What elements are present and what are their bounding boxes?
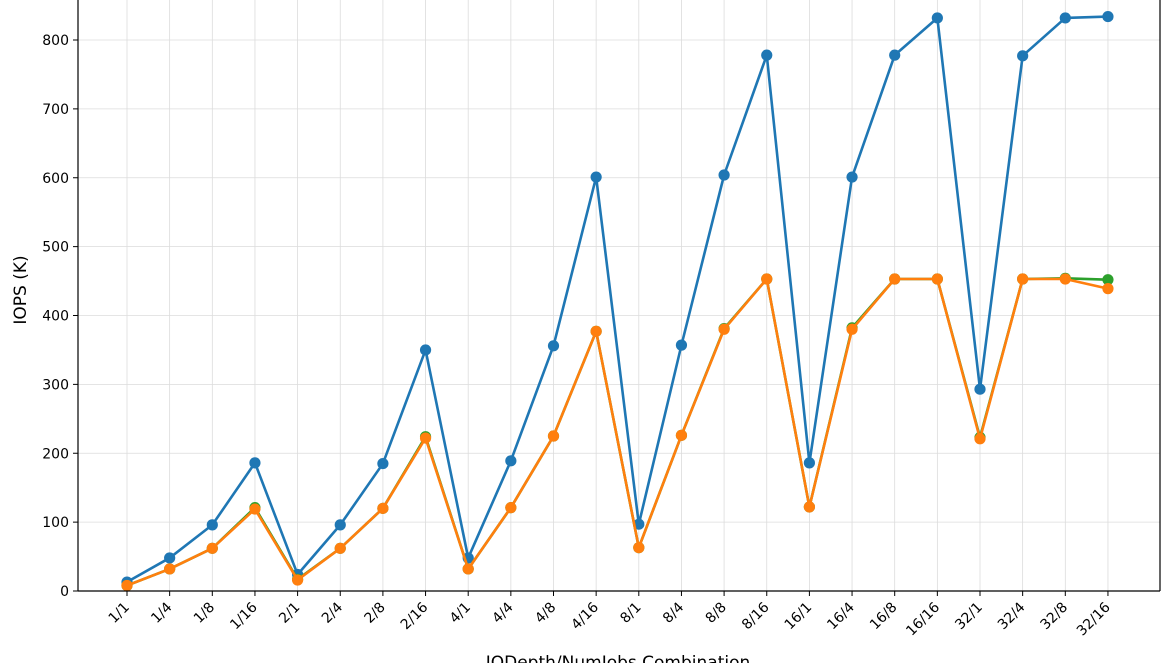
data-point-0-16/4	[846, 171, 858, 183]
data-point-2-8/1	[633, 542, 645, 554]
data-point-0-1/8	[206, 519, 218, 531]
data-point-2-2/8	[377, 502, 389, 514]
data-point-0-2/4	[334, 519, 346, 531]
x-tick-label: 32/16	[1074, 599, 1114, 639]
data-point-0-8/16	[761, 49, 773, 61]
data-point-1-32/16	[1102, 274, 1114, 286]
data-point-2-4/16	[590, 325, 602, 337]
data-point-0-1/16	[249, 457, 261, 469]
data-point-2-1/8	[206, 542, 218, 554]
data-point-2-8/16	[761, 273, 773, 285]
data-point-0-4/8	[547, 340, 560, 352]
data-point-2-1/1	[121, 579, 133, 592]
y-tick-label: 100	[42, 515, 69, 531]
series-layer	[121, 10, 1114, 592]
data-point-2-1/4	[164, 563, 176, 575]
x-tick-label: 1/4	[148, 599, 175, 626]
x-tick-label: 8/4	[660, 599, 687, 626]
data-point-0-4/16	[590, 171, 602, 183]
y-tick-label: 400	[42, 309, 69, 325]
x-tick-label: 8/8	[703, 600, 730, 627]
data-point-2-4/4	[505, 502, 517, 514]
y-tick-label: 700	[42, 102, 69, 118]
data-point-0-32/8	[1059, 12, 1071, 24]
series-line-0	[126, 15, 1108, 584]
data-point-2-16/4	[846, 323, 858, 335]
x-tick-label: 32/1	[952, 600, 986, 634]
series-line-2	[126, 277, 1109, 587]
x-tick-label: 8/16	[739, 599, 773, 633]
x-tick-label: 2/8	[361, 600, 388, 627]
y-tick-label: 0	[60, 584, 69, 600]
x-tick-label: 4/16	[568, 599, 602, 633]
data-point-2-32/8	[1059, 273, 1071, 285]
x-tick-label: 1/1	[106, 600, 133, 627]
data-point-0-1/4	[164, 552, 176, 564]
data-point-2-16/1	[803, 501, 816, 513]
x-tick-label: 4/4	[489, 599, 516, 626]
data-point-2-2/1	[292, 574, 304, 586]
x-tick-label: 32/8	[1038, 600, 1072, 634]
data-point-0-2/8	[377, 457, 389, 470]
data-point-2-4/1	[462, 563, 474, 575]
data-point-2-32/4	[1017, 273, 1029, 285]
x-tick-label: 1/16	[227, 599, 261, 633]
data-point-2-4/8	[547, 430, 560, 442]
data-point-0-32/16	[1102, 10, 1114, 23]
data-point-2-2/16	[419, 432, 432, 444]
x-tick-label: 16/16	[903, 599, 943, 639]
x-axis-label: IODepth/NumJobs Combination	[486, 653, 751, 663]
data-point-0-32/1	[974, 383, 986, 395]
data-point-0-16/1	[803, 457, 816, 469]
data-point-2-8/8	[718, 323, 730, 335]
x-tick-label: 16/1	[782, 600, 816, 634]
data-point-0-2/16	[419, 344, 432, 356]
data-point-0-32/4	[1017, 50, 1029, 62]
data-point-0-4/4	[505, 455, 517, 467]
data-point-2-32/16	[1102, 283, 1114, 295]
data-point-0-16/8	[889, 49, 901, 61]
plot-area	[78, 0, 1160, 591]
x-tick-label: 8/1	[617, 600, 644, 627]
data-point-2-2/4	[334, 542, 346, 554]
x-tick-label: 2/16	[398, 599, 432, 633]
y-tick-label: 600	[42, 171, 69, 187]
data-point-0-8/8	[718, 169, 730, 181]
y-tick-label: 800	[42, 33, 69, 49]
x-tick-label: 16/8	[867, 600, 901, 634]
x-tick-label: 1/8	[191, 600, 218, 627]
data-point-0-8/4	[675, 339, 688, 351]
y-tick-label: 200	[42, 446, 69, 462]
x-tick-label: 32/4	[995, 599, 1029, 633]
y-tick-label: 500	[42, 240, 69, 256]
data-point-0-16/16	[931, 12, 943, 24]
data-point-2-16/8	[889, 273, 901, 285]
data-point-2-1/16	[249, 503, 261, 515]
data-point-2-8/4	[675, 429, 688, 441]
x-tick-label: 2/1	[276, 600, 303, 627]
x-tick-label: 4/8	[532, 600, 559, 627]
data-point-2-16/16	[931, 273, 943, 285]
x-tick-label: 2/4	[319, 599, 346, 626]
y-axis-label: IOPS (K)	[11, 255, 31, 324]
x-tick-label: 16/4	[824, 599, 858, 633]
x-tick-label: 4/1	[447, 600, 474, 627]
y-tick-label: 300	[42, 377, 69, 393]
data-point-2-32/1	[974, 433, 986, 445]
grid-lines	[78, 0, 1160, 592]
